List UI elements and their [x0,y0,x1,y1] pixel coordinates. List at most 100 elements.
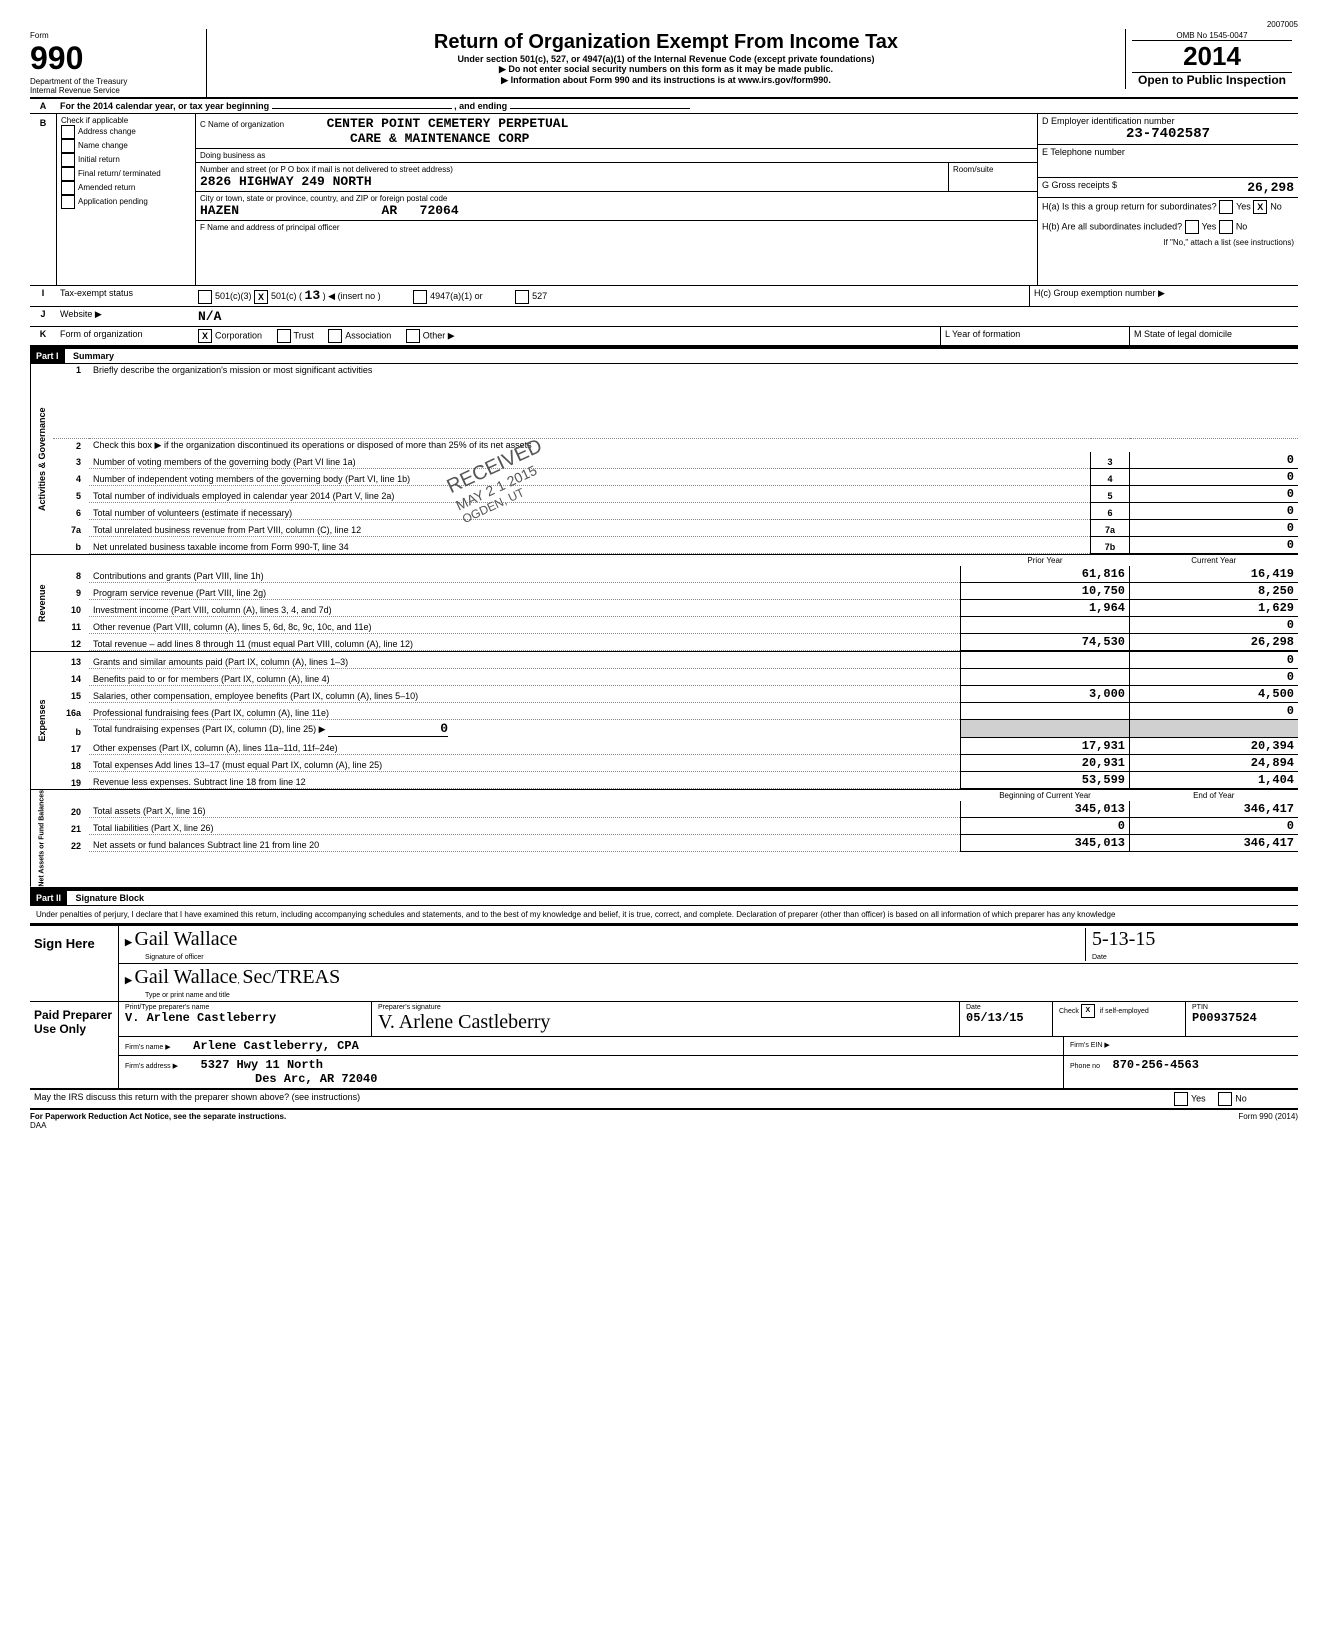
chk-amended[interactable] [61,181,75,195]
chk-527[interactable] [515,290,529,304]
m-label: M State of legal domicile [1129,327,1298,345]
v11c: 0 [1130,616,1299,633]
v8p: 61,816 [961,566,1130,583]
f-label: F Name and address of principal officer [196,221,1037,285]
line-15: Salaries, other compensation, employee b… [89,685,961,702]
ptin: P00937524 [1192,1011,1292,1025]
line-16a: Professional fundraising fees (Part IX, … [89,702,961,719]
form-number: 990 [30,40,200,77]
e-label: E Telephone number [1042,147,1294,157]
chk-trust[interactable] [277,329,291,343]
ha-label: H(a) Is this a group return for subordin… [1042,201,1217,211]
line-5: Total number of individuals employed in … [89,485,1091,502]
chk-address-change[interactable] [61,125,75,139]
lbl-amended: Amended return [78,183,135,192]
sign-here-label: Sign Here [30,926,119,1001]
v19p: 53,599 [961,772,1130,789]
line-20: Total assets (Part X, line 16) [89,801,961,818]
phone-label: Phone no [1070,1063,1100,1070]
part2-title: Signature Block [70,891,151,905]
chk-final-return[interactable] [61,167,75,181]
hb-label: H(b) Are all subordinates included? [1042,221,1182,231]
ha-yes[interactable] [1219,200,1233,214]
vert-revenue: Revenue [30,555,53,651]
daa: DAA [30,1121,46,1130]
chk-name-change[interactable] [61,139,75,153]
v9c: 8,250 [1130,582,1299,599]
firm-addr-label: Firm's address ▶ [125,1063,178,1070]
dept-line2: Internal Revenue Service [30,86,200,95]
v18c: 24,894 [1130,755,1299,772]
v20c: 346,417 [1130,801,1299,818]
officer-signature: Gail Wallace [134,928,237,950]
chk-self-emp[interactable]: X [1081,1004,1095,1018]
hb-yes[interactable] [1185,220,1199,234]
self-emp-label: Check X if self-employed [1059,1008,1149,1015]
line-3: Number of voting members of the governin… [89,452,1091,469]
check-if-applicable: Check if applicable Address change Name … [57,114,196,285]
v9p: 10,750 [961,582,1130,599]
chk-501c3[interactable] [198,290,212,304]
form-header: Form 990 Department of the Treasury Inte… [30,29,1298,99]
501c-num: 13 [305,288,321,303]
v15c: 4,500 [1130,685,1299,702]
form-label: Form [30,31,200,40]
l-label: L Year of formation [940,327,1129,345]
zip: 72064 [420,203,459,218]
line-a-mid: , and ending [454,101,507,111]
lbl-name-change: Name change [78,141,128,150]
v18p: 20,931 [961,755,1130,772]
hb-no[interactable] [1219,220,1233,234]
ha-no[interactable]: X [1253,200,1267,214]
chk-4947[interactable] [413,290,427,304]
label-a: A [30,99,56,113]
v15p: 3,000 [961,685,1130,702]
firm-name: Arlene Castleberry, CPA [193,1039,359,1053]
vert-activities: Activities & Governance [30,364,53,554]
discuss-yes[interactable] [1174,1092,1188,1106]
chk-corp[interactable]: X [198,329,212,343]
chk-initial-return[interactable] [61,153,75,167]
sign-here-section: Sign Here ▶ Gail Wallace Signature of of… [30,924,1298,1001]
v21c: 0 [1130,818,1299,835]
v21p: 0 [961,818,1130,835]
chk-assoc[interactable] [328,329,342,343]
v8c: 16,419 [1130,566,1299,583]
j-label: Website ▶ [56,307,194,326]
line-a: A For the 2014 calendar year, or tax yea… [30,99,1298,114]
discuss-no[interactable] [1218,1092,1232,1106]
v10p: 1,964 [961,599,1130,616]
label-i: I [30,286,56,306]
line-14: Benefits paid to or for members (Part IX… [89,668,961,685]
note1: ▶ Do not enter social security numbers o… [213,64,1119,75]
v14c: 0 [1130,668,1299,685]
chk-501c[interactable]: X [254,290,268,304]
street-address: 2826 HIGHWAY 249 NORTH [200,174,944,189]
paid-preparer-section: Paid Preparer Use Only Print/Type prepar… [30,1001,1298,1090]
line-19: Revenue less expenses. Subtract line 18 … [89,772,961,789]
chk-app-pending[interactable] [61,195,75,209]
hc-label: H(c) Group exemption number ▶ [1029,286,1298,306]
gross-receipts: 26,298 [1247,180,1294,195]
line-18: Total expenses Add lines 13–17 (must equ… [89,755,961,772]
part2-tag: Part II [30,891,67,905]
line-2: Check this box ▶ if the organization dis… [89,438,1298,452]
discuss-label: May the IRS discuss this return with the… [30,1090,1170,1108]
ptin-label: PTIN [1192,1004,1292,1011]
col-prior: Prior Year [961,555,1130,566]
vert-net: Net Assets or Fund Balances [30,790,53,887]
prep-name: V. Arlene Castleberry [125,1011,365,1025]
firm-addr-1: 5327 Hwy 11 North [201,1058,323,1072]
val-7b: 0 [1130,536,1299,553]
line-a-text: For the 2014 calendar year, or tax year … [60,101,269,111]
name-title-label: Type or print name and title [145,992,230,999]
firm-name-label: Firm's name ▶ [125,1044,171,1051]
col-end: End of Year [1130,790,1299,801]
form-footer: Form 990 (2014) [1238,1112,1298,1130]
v10c: 1,629 [1130,599,1299,616]
room-label: Room/suite [948,163,1037,191]
chk-other[interactable] [406,329,420,343]
v22p: 345,013 [961,835,1130,852]
sig-officer-label: Signature of officer [145,954,204,961]
paperwork: For Paperwork Reduction Act Notice, see … [30,1112,286,1121]
